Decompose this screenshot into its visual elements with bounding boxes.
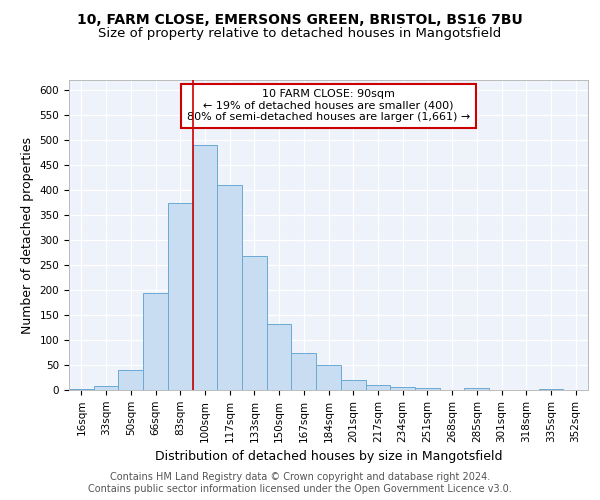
Bar — [316, 365, 341, 390]
Text: 10 FARM CLOSE: 90sqm
← 19% of detached houses are smaller (400)
80% of semi-deta: 10 FARM CLOSE: 90sqm ← 19% of detached h… — [187, 90, 470, 122]
Bar — [365, 385, 390, 390]
Bar — [193, 145, 217, 390]
X-axis label: Distribution of detached houses by size in Mangotsfield: Distribution of detached houses by size … — [155, 450, 502, 463]
Text: Contains HM Land Registry data © Crown copyright and database right 2024.
Contai: Contains HM Land Registry data © Crown c… — [88, 472, 512, 494]
Bar — [292, 352, 316, 390]
Bar — [242, 256, 267, 390]
Bar — [415, 388, 440, 390]
Bar — [168, 202, 193, 390]
Bar — [464, 388, 489, 390]
Text: Size of property relative to detached houses in Mangotsfield: Size of property relative to detached ho… — [98, 28, 502, 40]
Bar — [118, 370, 143, 390]
Bar — [69, 388, 94, 390]
Bar — [341, 380, 365, 390]
Bar — [217, 185, 242, 390]
Bar — [143, 292, 168, 390]
Text: 10, FARM CLOSE, EMERSONS GREEN, BRISTOL, BS16 7BU: 10, FARM CLOSE, EMERSONS GREEN, BRISTOL,… — [77, 12, 523, 26]
Bar — [539, 389, 563, 390]
Bar — [267, 324, 292, 390]
Bar — [94, 386, 118, 390]
Bar — [390, 386, 415, 390]
Y-axis label: Number of detached properties: Number of detached properties — [21, 136, 34, 334]
